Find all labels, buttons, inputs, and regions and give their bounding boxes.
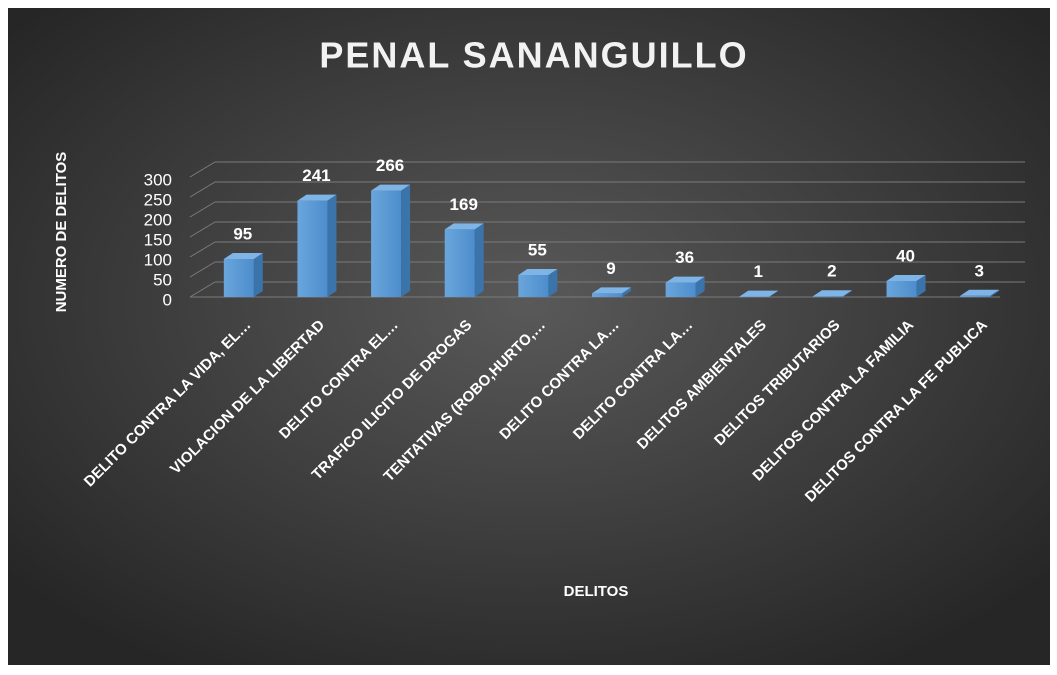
bar-side: [842, 290, 852, 297]
bar-front: [592, 293, 622, 297]
bar-top: [886, 275, 926, 281]
y-tick-label: 0: [163, 290, 172, 309]
data-label: 40: [896, 246, 915, 265]
bar-side: [253, 253, 263, 297]
grid-line: [189, 161, 1025, 178]
data-label: 36: [675, 248, 694, 267]
y-tick-label: 300: [144, 170, 172, 189]
bar: [371, 184, 411, 297]
data-label: 1: [754, 262, 763, 281]
bar-front: [444, 229, 475, 297]
data-label: 9: [606, 259, 615, 278]
data-label: 2: [827, 262, 836, 281]
bar-side: [916, 275, 926, 297]
bar-top: [739, 290, 779, 297]
data-label: 169: [450, 195, 478, 214]
bar-top: [297, 194, 337, 201]
grid-line: [189, 201, 1025, 218]
grid-line: [189, 221, 1025, 238]
bar-front: [665, 282, 696, 297]
data-label: 3: [974, 261, 983, 280]
bar-side: [327, 194, 337, 297]
bar: [223, 253, 263, 297]
y-axis-label: NUMERO DE DELITOS: [53, 152, 70, 313]
bar: [518, 269, 558, 297]
bar: [444, 223, 484, 297]
bar-side: [695, 276, 705, 297]
y-tick-label: 250: [144, 190, 172, 209]
bar-side: [474, 223, 484, 297]
bar-top: [960, 289, 1000, 296]
bar-side: [622, 287, 631, 297]
bar: [812, 290, 852, 297]
grid-line: [189, 241, 1025, 258]
y-tick-label: 50: [153, 270, 172, 289]
bar-front: [812, 296, 843, 297]
bar-top: [812, 290, 852, 297]
bar: [665, 276, 705, 297]
bar: [886, 275, 926, 297]
bar-front: [223, 259, 254, 297]
bar-top: [223, 253, 263, 259]
grid-line: [189, 181, 1025, 198]
bar: [297, 194, 337, 297]
bar: [960, 289, 1000, 297]
bar-top: [444, 223, 484, 230]
chart-background: [8, 8, 1050, 665]
bar-front: [297, 200, 328, 297]
bar: [739, 290, 779, 297]
y-tick-label: 200: [144, 210, 172, 229]
bar-top: [592, 287, 631, 294]
bar-front: [371, 190, 402, 297]
y-tick-label: 100: [144, 250, 172, 269]
chart-title: PENAL SANANGUILLO: [319, 35, 748, 76]
y-tick-label: 150: [144, 230, 172, 249]
bar-side: [401, 184, 411, 297]
bar-front: [960, 295, 991, 297]
bar-side: [990, 289, 1000, 297]
data-label: 266: [376, 156, 404, 175]
bar-front: [518, 275, 549, 297]
bar-top: [518, 269, 558, 275]
grid-line: [189, 281, 1025, 298]
bar-side: [769, 290, 779, 297]
bar-front: [886, 281, 917, 297]
bar-side: [548, 269, 558, 297]
bar-top: [665, 276, 705, 283]
grid-line: [189, 261, 1025, 278]
bar-top: [371, 184, 411, 191]
x-axis-label: DELITOS: [564, 583, 629, 600]
data-label: 95: [233, 224, 252, 243]
data-label: 55: [528, 240, 547, 259]
bar: [592, 287, 631, 297]
data-label: 241: [302, 166, 330, 185]
